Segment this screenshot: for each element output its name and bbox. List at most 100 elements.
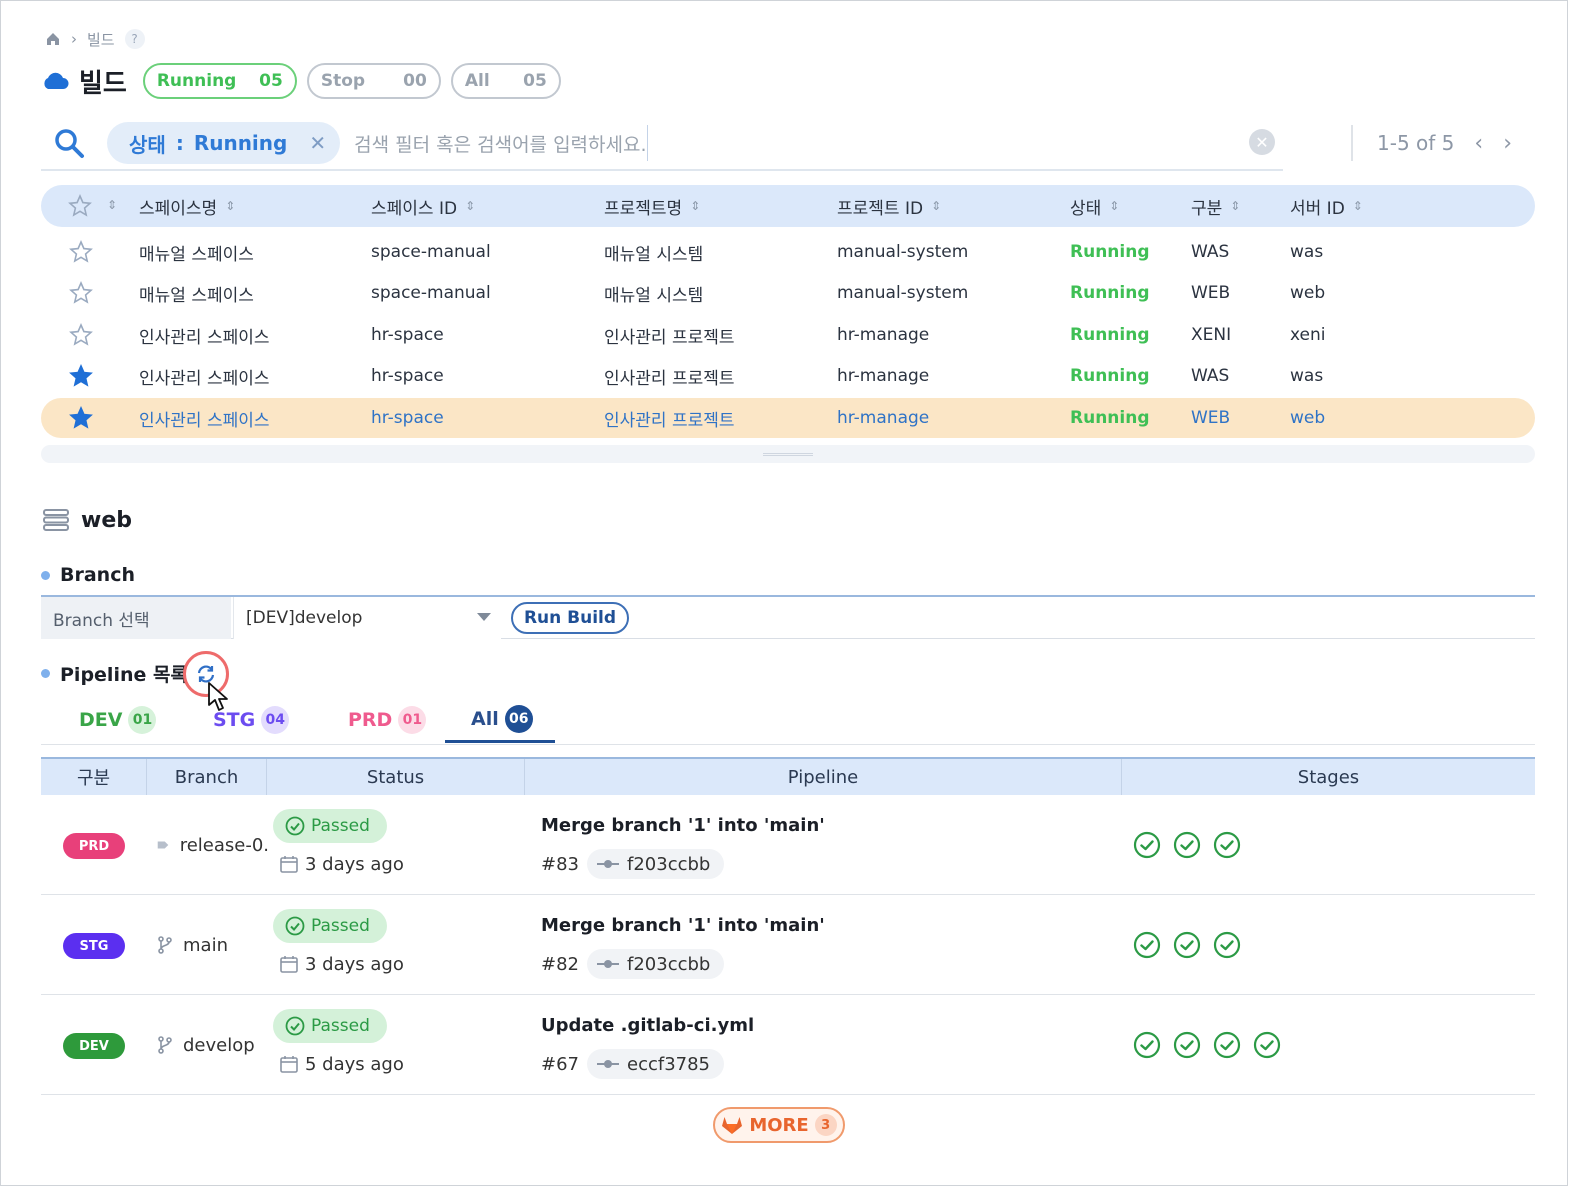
column-header[interactable]: 스페이스 ID ⇕: [371, 185, 475, 227]
pipeline-number[interactable]: #82: [541, 953, 579, 975]
status-badge[interactable]: Passed: [273, 809, 387, 843]
stage-passed-icon[interactable]: [1173, 931, 1201, 963]
table-cell: WEB: [1191, 283, 1231, 303]
search-icon[interactable]: [53, 127, 85, 159]
table-row[interactable]: 매뉴얼 스페이스 space-manual 매뉴얼 시스템 manual-system…: [41, 232, 1535, 272]
mouse-cursor-icon: [208, 682, 228, 711]
table-cell: 인사관리 프로젝트: [604, 327, 735, 348]
stage-passed-icon[interactable]: [1253, 1031, 1281, 1063]
column-header[interactable]: 프로젝트명 ⇕: [604, 185, 700, 227]
table-cell: Running: [1070, 325, 1150, 345]
branch-name[interactable]: release-0.: [179, 834, 269, 856]
branch-name[interactable]: develop: [183, 1034, 255, 1056]
star-filled-icon[interactable]: [69, 406, 93, 430]
column-header: Pipeline: [525, 759, 1122, 795]
column-header[interactable]: 상태 ⇕: [1070, 185, 1119, 227]
stage-passed-icon[interactable]: [1133, 831, 1161, 863]
chevron-down-icon[interactable]: [477, 613, 491, 621]
next-page-icon[interactable]: ›: [1503, 130, 1513, 156]
column-label: 구분: [1191, 198, 1223, 219]
resize-handle[interactable]: [41, 445, 1535, 463]
status-pill-all[interactable]: All 05: [450, 63, 561, 99]
more-label: MORE: [749, 1114, 809, 1136]
pill-count: 05: [523, 71, 547, 91]
run-build-button[interactable]: Run Build: [511, 602, 629, 634]
search-input[interactable]: 검색 필터 혹은 검색어를 입력하세요.: [354, 125, 648, 161]
tab-count: 04: [261, 706, 290, 734]
star-filled-icon[interactable]: [69, 364, 93, 388]
column-header[interactable]: 구분 ⇕: [1191, 185, 1240, 227]
stage-passed-icon[interactable]: [1213, 1031, 1241, 1063]
column-header: Status: [267, 759, 525, 795]
status-pill-running[interactable]: Running 05: [142, 63, 297, 99]
pipeline-row[interactable]: STG main Passed 3 days ago Merge branch '1' …: [41, 895, 1535, 995]
calendar-icon: [280, 956, 298, 973]
branch-name[interactable]: main: [183, 934, 228, 956]
refresh-button[interactable]: [183, 651, 229, 697]
tab-label: All: [471, 707, 499, 730]
column-label: 스페이스명: [139, 198, 218, 219]
star-outline-icon[interactable]: [67, 194, 93, 218]
table-row[interactable]: 매뉴얼 스페이스 space-manual 매뉴얼 시스템 manual-system…: [41, 273, 1535, 313]
table-row[interactable]: 인사관리 스페이스 hr-space 인사관리 프로젝트 hr-manage Runni…: [41, 356, 1535, 396]
column-label: 서버 ID: [1290, 198, 1345, 219]
page-range: 1-5 of 5: [1377, 131, 1455, 155]
stage-passed-icon[interactable]: [1133, 1031, 1161, 1063]
star-outline-icon[interactable]: [69, 281, 93, 305]
filter-chip[interactable]: 상태 : Running ✕: [107, 122, 341, 164]
prev-page-icon[interactable]: ‹: [1474, 130, 1484, 156]
section-label: Pipeline 목록: [60, 663, 188, 686]
env-badge: STG: [63, 933, 125, 959]
stage-passed-icon[interactable]: [1213, 831, 1241, 863]
time-ago-label: 5 days ago: [305, 1053, 404, 1075]
tab-all[interactable]: All 06: [445, 697, 555, 743]
star-outline-icon[interactable]: [69, 240, 93, 264]
stage-passed-icon[interactable]: [1213, 931, 1241, 963]
tab-prd[interactable]: PRD 01: [348, 697, 427, 743]
help-icon[interactable]: ?: [124, 29, 145, 49]
stage-passed-icon[interactable]: [1133, 931, 1161, 963]
pipeline-number[interactable]: #83: [541, 853, 579, 875]
column-label: 프로젝트명: [604, 198, 683, 219]
column-label: 프로젝트 ID: [837, 198, 924, 219]
stage-passed-icon[interactable]: [1173, 1031, 1201, 1063]
table-cell: Running: [1070, 408, 1150, 428]
tab-stg[interactable]: STG 04: [213, 697, 290, 743]
calendar-icon: [280, 1056, 298, 1073]
status-badge[interactable]: Passed: [273, 1009, 387, 1043]
stages: [1133, 831, 1241, 863]
column-header[interactable]: 스페이스명 ⇕: [139, 185, 235, 227]
commit-sha[interactable]: f203ccbb: [587, 849, 725, 879]
pipeline-title[interactable]: Update .gitlab-ci.yml: [541, 1015, 755, 1036]
clear-search-icon[interactable]: ✕: [1249, 129, 1275, 155]
refresh-icon: [197, 665, 215, 683]
remove-filter-icon[interactable]: ✕: [309, 131, 327, 155]
time-ago: 3 days ago: [279, 851, 404, 877]
pipeline-title[interactable]: Merge branch '1' into 'main': [541, 815, 825, 836]
table-row[interactable]: 인사관리 스페이스 hr-space 인사관리 프로젝트 hr-manage Runni…: [41, 398, 1535, 438]
column-header[interactable]: 서버 ID ⇕: [1290, 185, 1363, 227]
more-button[interactable]: MORE 3: [713, 1107, 845, 1143]
commit-sha[interactable]: eccf3785: [587, 1049, 725, 1079]
table-cell: 매뉴얼 시스템: [604, 244, 704, 265]
server-title: web: [43, 505, 132, 535]
stage-passed-icon[interactable]: [1173, 831, 1201, 863]
sort-icon[interactable]: ⇕: [107, 198, 118, 212]
pipeline-row[interactable]: DEV develop Passed 5 days ago Update .gitlab…: [41, 995, 1535, 1095]
column-header[interactable]: 프로젝트 ID ⇕: [837, 185, 941, 227]
env-badge: PRD: [63, 833, 125, 859]
branch-select[interactable]: [DEV]develop: [233, 597, 501, 639]
page-title: 빌드: [79, 68, 127, 99]
status-pill-stop[interactable]: Stop 00: [306, 63, 441, 99]
home-icon[interactable]: [45, 31, 61, 47]
table-cell: manual-system: [837, 283, 969, 303]
tab-dev[interactable]: DEV 01: [79, 697, 157, 743]
pipeline-title[interactable]: Merge branch '1' into 'main': [541, 915, 825, 936]
commit-sha[interactable]: f203ccbb: [587, 949, 725, 979]
status-badge[interactable]: Passed: [273, 909, 387, 943]
pipeline-number[interactable]: #67: [541, 1053, 579, 1075]
pipeline-row[interactable]: PRD release-0. Passed 3 days ago Merge branc…: [41, 795, 1535, 895]
table-row[interactable]: 인사관리 스페이스 hr-space 인사관리 프로젝트 hr-manage Runni…: [41, 315, 1535, 355]
star-outline-icon[interactable]: [69, 323, 93, 347]
branch-icon: [158, 936, 172, 954]
